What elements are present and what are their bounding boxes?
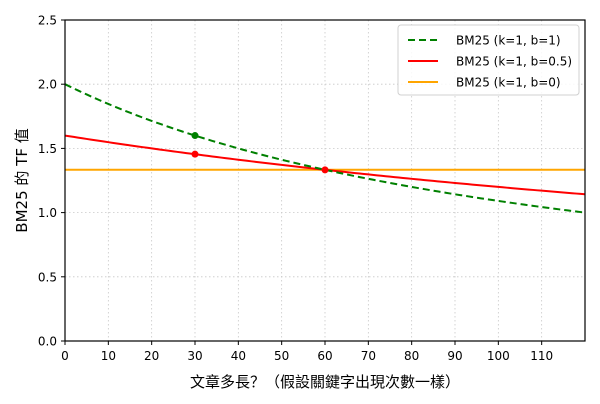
- x-tick-label: 10: [101, 349, 116, 363]
- series-line-0: [65, 83, 585, 214]
- legend-entry-label: BM25 (k=1, b=0): [456, 76, 561, 90]
- legend: BM25 (k=1, b=1) BM25 (k=1, b=0.5) BM25 (k=…: [397, 24, 580, 96]
- data-point-marker: [191, 150, 199, 158]
- x-tick-label: 40: [231, 349, 246, 363]
- x-tick-label: 110: [530, 349, 553, 363]
- y-tick-label: 1.0: [38, 206, 57, 220]
- y-tick-label: 2.5: [38, 14, 57, 28]
- x-axis-ticks: 0 10 20 30 40 50 60 70 80 90 100 110: [61, 341, 553, 363]
- x-axis-label: 文章多長？（假設關鍵字出現次數一樣）: [190, 373, 460, 391]
- x-tick-label: 100: [487, 349, 510, 363]
- y-tick-label: 2.0: [38, 78, 57, 92]
- data-point-marker: [191, 132, 199, 140]
- x-tick-label: 80: [404, 349, 419, 363]
- series-layer: [65, 83, 585, 214]
- x-tick-label: 30: [187, 349, 202, 363]
- y-tick-label: 1.5: [38, 142, 57, 156]
- x-tick-label: 0: [61, 349, 69, 363]
- legend-entry-label: BM25 (k=1, b=0.5): [456, 55, 572, 69]
- y-axis-ticks: 0.0 0.5 1.0 1.5 2.0 2.5: [38, 14, 65, 349]
- y-tick-label: 0.0: [38, 335, 57, 349]
- x-tick-label: 60: [317, 349, 332, 363]
- x-tick-label: 70: [361, 349, 376, 363]
- x-tick-label: 50: [274, 349, 289, 363]
- legend-box: [397, 24, 580, 96]
- y-axis-label: BM25 的 TF 值: [13, 128, 31, 232]
- x-tick-label: 90: [447, 349, 462, 363]
- y-tick-label: 0.5: [38, 270, 57, 284]
- x-tick-label: 20: [144, 349, 159, 363]
- data-point-marker: [321, 166, 329, 174]
- legend-entry-label: BM25 (k=1, b=1): [456, 34, 561, 48]
